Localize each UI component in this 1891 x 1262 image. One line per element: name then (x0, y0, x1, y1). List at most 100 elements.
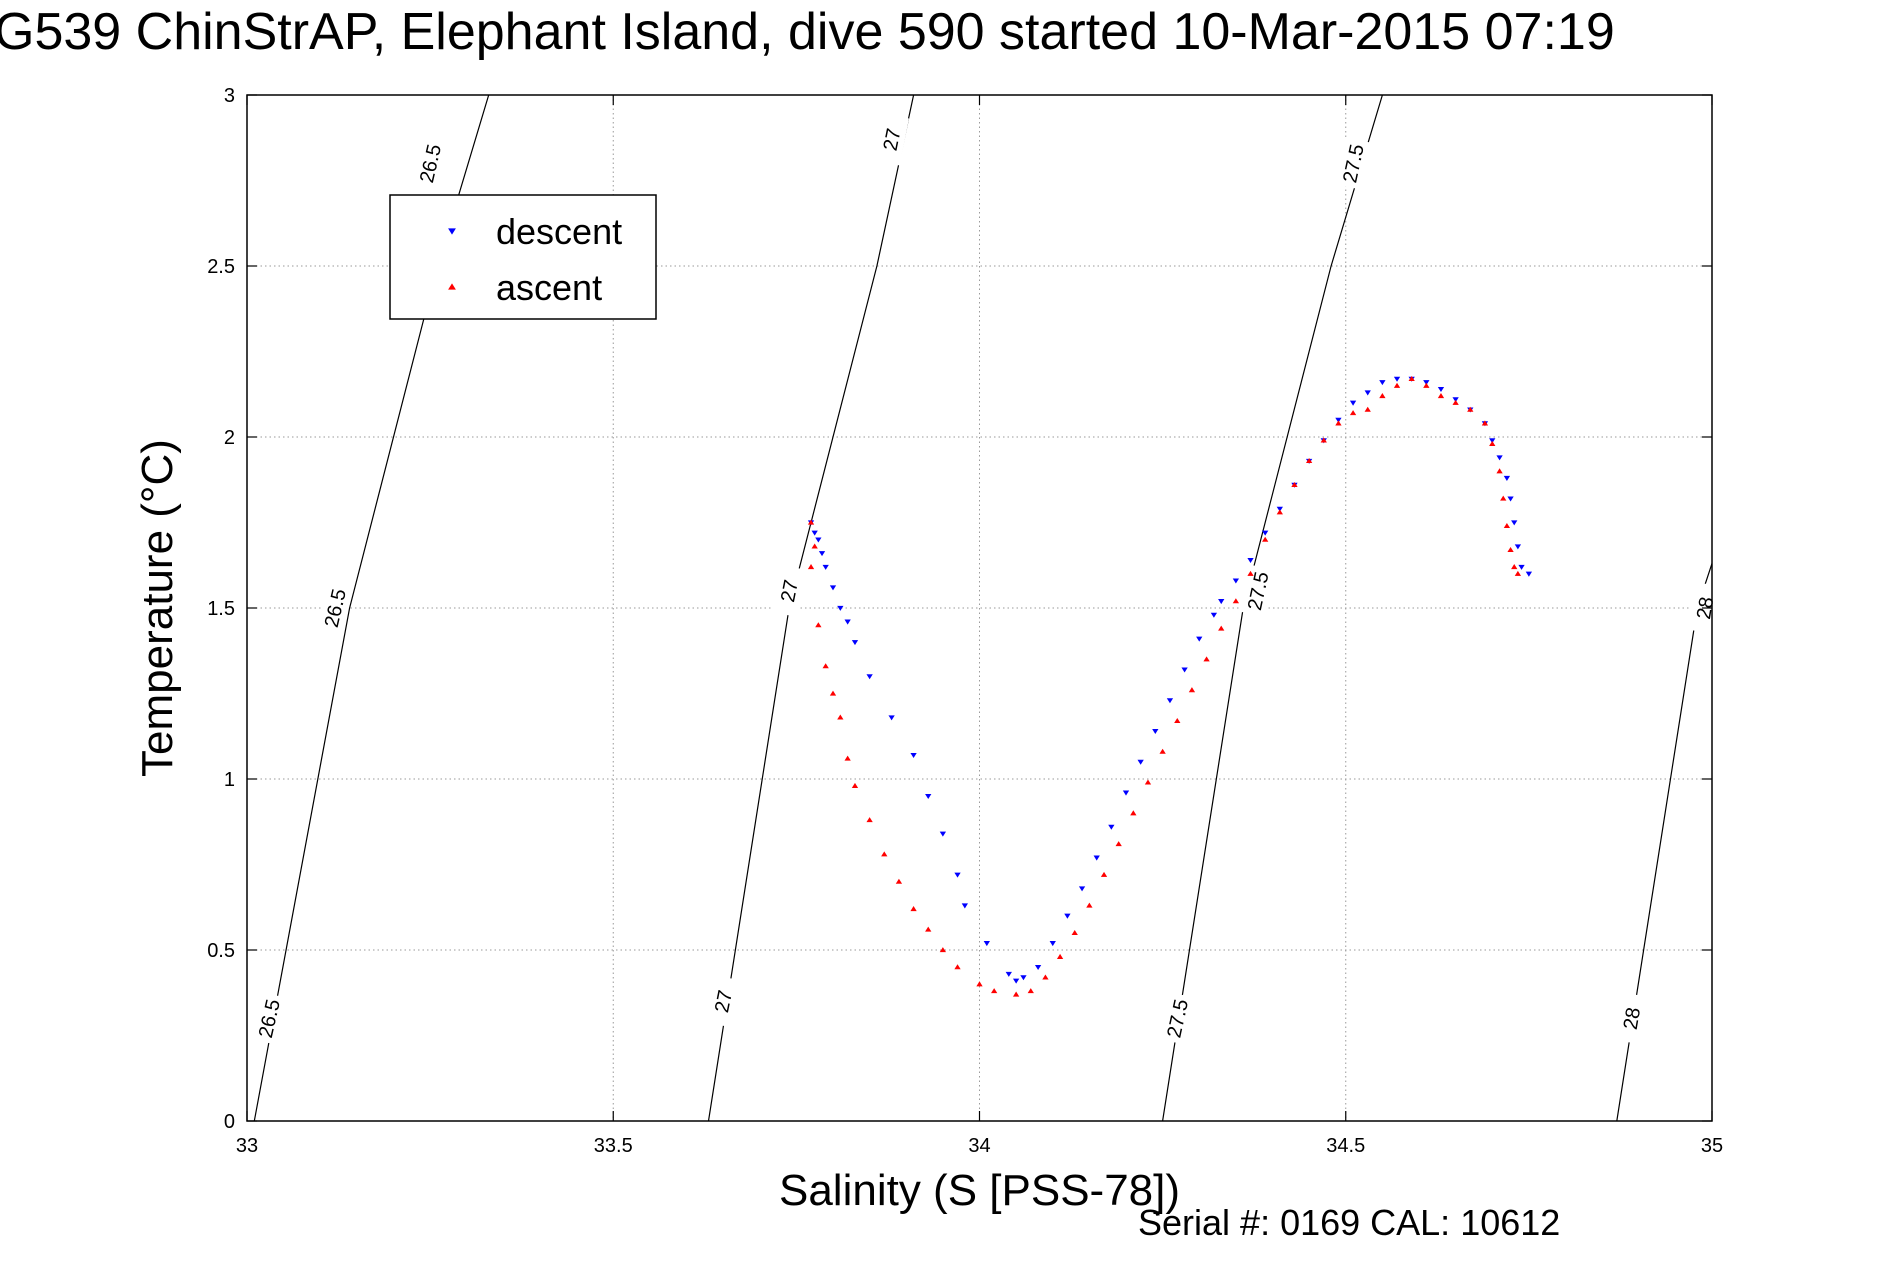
descent-point (1452, 397, 1459, 403)
y-tick-label: 1 (224, 769, 235, 791)
descent-point (1005, 971, 1012, 977)
descent-point (983, 941, 990, 947)
ascent-point (1489, 440, 1496, 446)
isopycnal-label-bg (412, 137, 449, 190)
ascent-point (1511, 564, 1518, 570)
ascent-point (1500, 495, 1507, 501)
ascent-point (844, 755, 851, 761)
isopycnal-label-bg (316, 581, 353, 635)
descent-point (1064, 913, 1071, 919)
descent-point (1034, 964, 1042, 971)
x-tick-label: 34 (968, 1135, 990, 1157)
descent-point (1496, 455, 1503, 461)
descent-point (815, 537, 822, 543)
descent-point (1020, 975, 1027, 981)
descent-point (1078, 886, 1086, 892)
ascent-point (1452, 399, 1459, 405)
descent-point (1181, 667, 1188, 673)
descent-point (829, 585, 837, 591)
descent-point (1122, 790, 1130, 796)
y-tick-label: 3 (224, 85, 235, 107)
descent-point (888, 715, 895, 721)
ascent-point (1291, 481, 1298, 488)
ascent-point (1203, 656, 1210, 662)
y-tick-label: 1.5 (207, 598, 235, 620)
x-tick-label: 33 (236, 1135, 258, 1157)
isopycnal-line (253, 95, 490, 1121)
y-tick-label: 2.5 (207, 256, 235, 278)
ascent-point (815, 622, 822, 628)
descent-point (925, 793, 932, 800)
descent-point (1511, 520, 1518, 526)
descent-point (1218, 599, 1225, 605)
ascent-point (1393, 382, 1401, 388)
axis-ticks: 33 33.5 34 34.5 35 0 0.5 1 1.5 2 2.5 3 (207, 85, 1723, 1157)
ascent-point (807, 519, 815, 525)
descent-point (1489, 438, 1496, 444)
ascent-point (837, 714, 844, 720)
descent-point (1262, 530, 1269, 536)
ascent-point (822, 663, 829, 669)
ascent-point (1042, 974, 1049, 980)
ascent-point (1335, 420, 1342, 426)
descent-point (1196, 636, 1203, 642)
isopycnal-line (1162, 95, 1383, 1121)
legend-label-ascent: ascent (496, 267, 602, 308)
ascent-point (1218, 625, 1225, 631)
ascent-point (851, 782, 859, 788)
descent-point (1276, 506, 1283, 512)
legend-box (389, 194, 657, 320)
ascent-point (881, 851, 888, 857)
descent-point (954, 872, 961, 878)
descent-point (866, 674, 873, 680)
isopycnal-label-bg (250, 992, 287, 1045)
ascent-point (1232, 598, 1240, 604)
ascent-point (1056, 953, 1064, 959)
legend-marker-descent (448, 228, 456, 235)
ascent-point (1071, 929, 1078, 936)
legend-marker-ascent (448, 283, 456, 290)
y-tick-label: 0 (224, 1111, 235, 1133)
ascent-point (1467, 406, 1474, 412)
descent-point (1137, 759, 1144, 765)
descent-point (1093, 855, 1100, 861)
ascent-point (811, 543, 818, 549)
ascent-point (1481, 420, 1489, 426)
descent-point (837, 605, 844, 611)
isopycnal-label-bg (1159, 992, 1196, 1045)
isopycnal-label-bg (1240, 564, 1276, 618)
descent-point (851, 640, 859, 646)
y-tick-label: 2 (224, 427, 235, 449)
descent-point (1514, 544, 1522, 550)
descent-point (1437, 386, 1445, 393)
ascent-point (829, 690, 837, 696)
ascent-point (1364, 406, 1371, 412)
ascent-point (1130, 810, 1137, 816)
descent-point (910, 752, 917, 758)
descent-point (1503, 475, 1511, 481)
descent-point (1507, 496, 1514, 502)
ascent-point (807, 564, 815, 570)
descent-point (844, 619, 851, 625)
ascent-point (1507, 546, 1514, 552)
descent-point (818, 551, 826, 557)
y-tick-label: 0.5 (207, 940, 235, 962)
ascent-point (1027, 988, 1034, 994)
isopycnal-label: 28 (1620, 1006, 1645, 1032)
legend-label-descent: descent (496, 211, 622, 252)
series-ascent (807, 375, 1522, 997)
descent-point (1232, 578, 1240, 584)
ascent-point (1247, 570, 1254, 576)
ascent-point (991, 988, 998, 994)
legend: descent ascent (389, 194, 657, 320)
ascent-point (1086, 902, 1093, 908)
ascent-point (1408, 375, 1415, 381)
descent-point (1166, 698, 1174, 704)
ascent-point (1100, 871, 1108, 877)
descent-point (1012, 978, 1020, 984)
isopycnal-label-bg (771, 564, 807, 617)
descent-point (1423, 380, 1430, 386)
x-tick-label: 35 (1701, 1135, 1723, 1157)
isopycnal-label: 27 (880, 127, 906, 153)
